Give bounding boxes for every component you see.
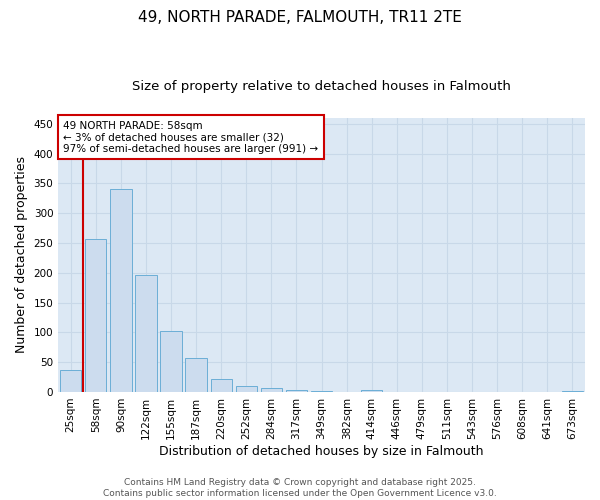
Bar xyxy=(136,274,157,392)
Title: Size of property relative to detached houses in Falmouth: Size of property relative to detached ho… xyxy=(132,80,511,93)
Bar xyxy=(236,386,257,392)
Bar xyxy=(261,388,282,392)
Bar xyxy=(60,370,82,392)
X-axis label: Distribution of detached houses by size in Falmouth: Distribution of detached houses by size … xyxy=(160,444,484,458)
Bar xyxy=(110,190,131,392)
Y-axis label: Number of detached properties: Number of detached properties xyxy=(15,156,28,354)
Bar xyxy=(286,390,307,392)
Bar xyxy=(311,391,332,392)
Bar xyxy=(211,379,232,392)
Text: 49 NORTH PARADE: 58sqm
← 3% of detached houses are smaller (32)
97% of semi-deta: 49 NORTH PARADE: 58sqm ← 3% of detached … xyxy=(64,120,319,154)
Bar xyxy=(160,330,182,392)
Text: Contains HM Land Registry data © Crown copyright and database right 2025.
Contai: Contains HM Land Registry data © Crown c… xyxy=(103,478,497,498)
Bar xyxy=(85,239,106,392)
Bar xyxy=(185,358,207,392)
Bar xyxy=(361,390,382,392)
Bar xyxy=(562,391,583,392)
Text: 49, NORTH PARADE, FALMOUTH, TR11 2TE: 49, NORTH PARADE, FALMOUTH, TR11 2TE xyxy=(138,10,462,25)
